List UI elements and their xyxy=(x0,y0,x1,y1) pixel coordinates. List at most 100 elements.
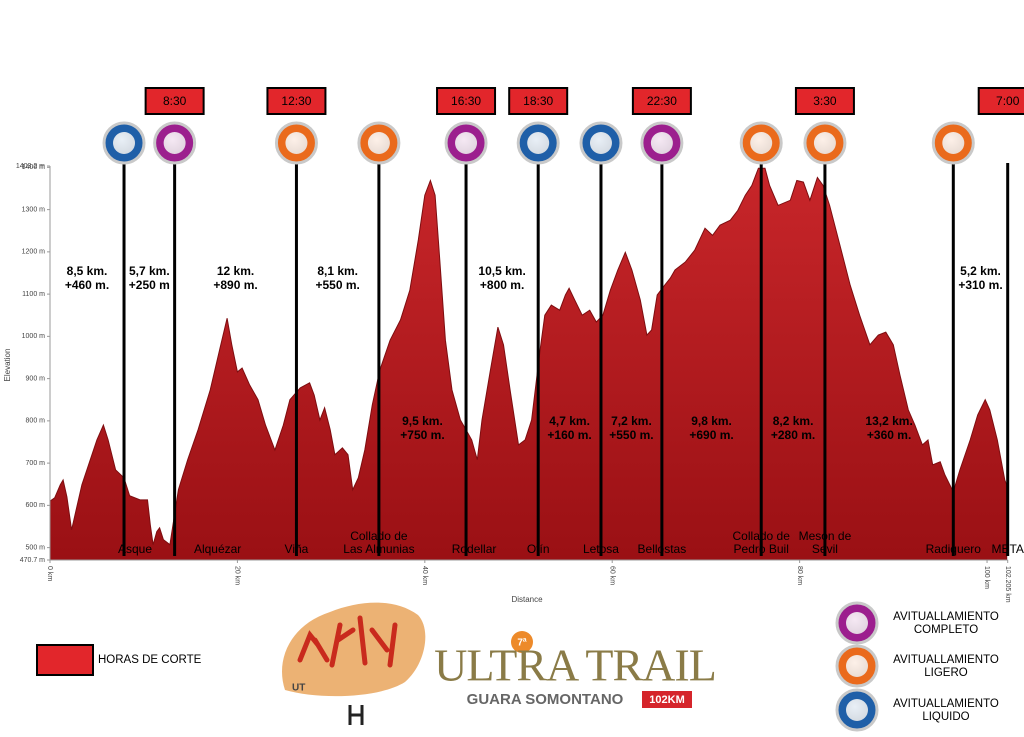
legend-label: AVITUALLAMIENTO xyxy=(893,654,999,666)
y-tick-label: 1000 m xyxy=(22,333,46,340)
cutoff-time: 3:30 xyxy=(813,94,837,108)
y-tick-label: 1400 m xyxy=(22,164,46,171)
y-tick-label: 600 m xyxy=(26,502,46,509)
y-tick-label: 1100 m xyxy=(22,291,45,298)
segment-distance: 9,8 km. xyxy=(691,414,732,428)
cutoff-box xyxy=(266,87,327,115)
station-name: Mesón de xyxy=(799,529,852,543)
segment-distance: 12 km. xyxy=(217,264,254,278)
station-name: Bellostas xyxy=(638,542,687,556)
supply-icon-inner xyxy=(163,132,186,154)
segment-gain: +310 m. xyxy=(958,278,1002,292)
station-name: Collado de xyxy=(350,529,408,543)
segment-gain: +750 m. xyxy=(400,428,444,442)
supply-icon-inner xyxy=(813,132,836,154)
y-tick-label: 1200 m xyxy=(22,249,46,256)
x-axis-label: Distance xyxy=(511,595,543,604)
supply-icon-inner xyxy=(527,132,550,154)
cutoff-time: 18:30 xyxy=(523,94,553,108)
station-name: META xyxy=(991,542,1023,556)
legend-label: COMPLETO xyxy=(914,624,978,636)
x-tick-label: 102.205 km xyxy=(1004,566,1011,603)
legend-label: AVITUALLAMIENTO xyxy=(893,611,999,623)
y-tick-label: 800 m xyxy=(26,418,46,425)
segment-distance: 5,7 km. xyxy=(129,264,170,278)
segment-gain: +800 m. xyxy=(480,278,524,292)
x-tick-label: 0 km xyxy=(46,566,53,581)
cutoff-time: 8:30 xyxy=(163,94,187,108)
supply-icon-inner xyxy=(455,132,478,154)
station-name: Asque xyxy=(118,542,152,556)
segment-distance: 10,5 km. xyxy=(478,264,525,278)
station-name: Collado de xyxy=(733,529,791,543)
club-logo: UT xyxy=(282,602,426,725)
segment-gain: +160 m. xyxy=(547,428,591,442)
legend-icon-inner xyxy=(846,699,868,721)
logo-title: ULTRA TRAIL xyxy=(434,640,716,691)
x-tick-label: 40 km xyxy=(421,566,428,585)
cutoff-time: 22:30 xyxy=(647,94,677,108)
supply-icon-inner xyxy=(650,132,673,154)
y-tick-label: 500 m xyxy=(26,544,46,551)
station-name: Pedro Buil xyxy=(734,542,789,556)
race-logo: 7ª ULTRA TRAIL GUARA SOMONTANO 102KM xyxy=(434,631,717,708)
segment-distance: 8,5 km. xyxy=(67,264,108,278)
station-name: Las Almunias xyxy=(343,542,414,556)
segment-distance: 7,2 km. xyxy=(611,414,652,428)
segment-gain: +280 m. xyxy=(771,428,815,442)
segment-gain: +550 m. xyxy=(609,428,653,442)
station-name: Viña xyxy=(285,542,309,556)
supply-icon-inner xyxy=(589,132,612,154)
cutoff-box xyxy=(977,87,1024,115)
station-name: Otín xyxy=(527,542,550,556)
x-tick-label: 80 km xyxy=(796,566,803,585)
segment-distance: 9,5 km. xyxy=(402,414,443,428)
segment-gain: +550 m. xyxy=(315,278,359,292)
club-logo-text: UT xyxy=(292,683,305,694)
segment-distance: 8,2 km. xyxy=(773,414,814,428)
station-name: Rodellar xyxy=(452,542,497,556)
cutoff-box xyxy=(794,87,855,115)
x-tick-label: 20 km xyxy=(234,566,241,585)
y-axis-label: Elevation xyxy=(3,349,12,382)
elevation-area xyxy=(49,167,1008,561)
edition-badge xyxy=(511,631,533,653)
y-tick-label: 1300 m xyxy=(22,206,46,213)
cutoff-legend-swatch xyxy=(36,644,94,676)
supply-icon-inner xyxy=(750,132,773,154)
segment-distance: 8,1 km. xyxy=(317,264,358,278)
distance-badge xyxy=(642,691,692,708)
legend-icon-inner xyxy=(846,612,868,634)
y-tick-label: 900 m xyxy=(26,375,46,382)
legend-label: LIGERO xyxy=(924,667,968,679)
x-tick-label: 100 km xyxy=(983,566,990,589)
y-tick-label: 470.7 m xyxy=(20,557,45,564)
station-name: Alquézar xyxy=(194,542,241,556)
station-name: Radiquero xyxy=(926,542,982,556)
segment-gain: +460 m. xyxy=(65,278,109,292)
cutoff-box xyxy=(508,87,569,115)
supply-icon-inner xyxy=(367,132,390,154)
logo-distance: 102KM xyxy=(649,694,684,706)
logo-subtitle: GUARA SOMONTANO xyxy=(467,691,624,708)
segment-gain: +250 m xyxy=(129,278,170,292)
legend-label: AVITUALLAMIENTO xyxy=(893,698,999,710)
supply-icon-inner xyxy=(113,132,136,154)
cutoff-time: 7:00 xyxy=(996,94,1020,108)
x-tick-label: 60 km xyxy=(608,566,615,585)
edition: 7ª xyxy=(517,638,527,649)
cutoff-time: 16:30 xyxy=(451,94,481,108)
legend-icon-inner xyxy=(846,655,868,677)
cutoff-legend-label: HORAS DE CORTE xyxy=(98,654,202,666)
segment-distance: 5,2 km. xyxy=(960,264,1001,278)
cutoff-box xyxy=(631,87,692,115)
supply-icon-inner xyxy=(285,132,308,154)
segment-gain: +360 m. xyxy=(867,428,911,442)
station-name: Letosa xyxy=(583,542,619,556)
y-tick-label: 1403.2 m xyxy=(16,163,45,170)
legend-label: LIQUIDO xyxy=(922,711,969,723)
segment-gain: +890 m. xyxy=(213,278,257,292)
segment-distance: 13,2 km. xyxy=(865,414,912,428)
plot-area xyxy=(49,167,1008,561)
